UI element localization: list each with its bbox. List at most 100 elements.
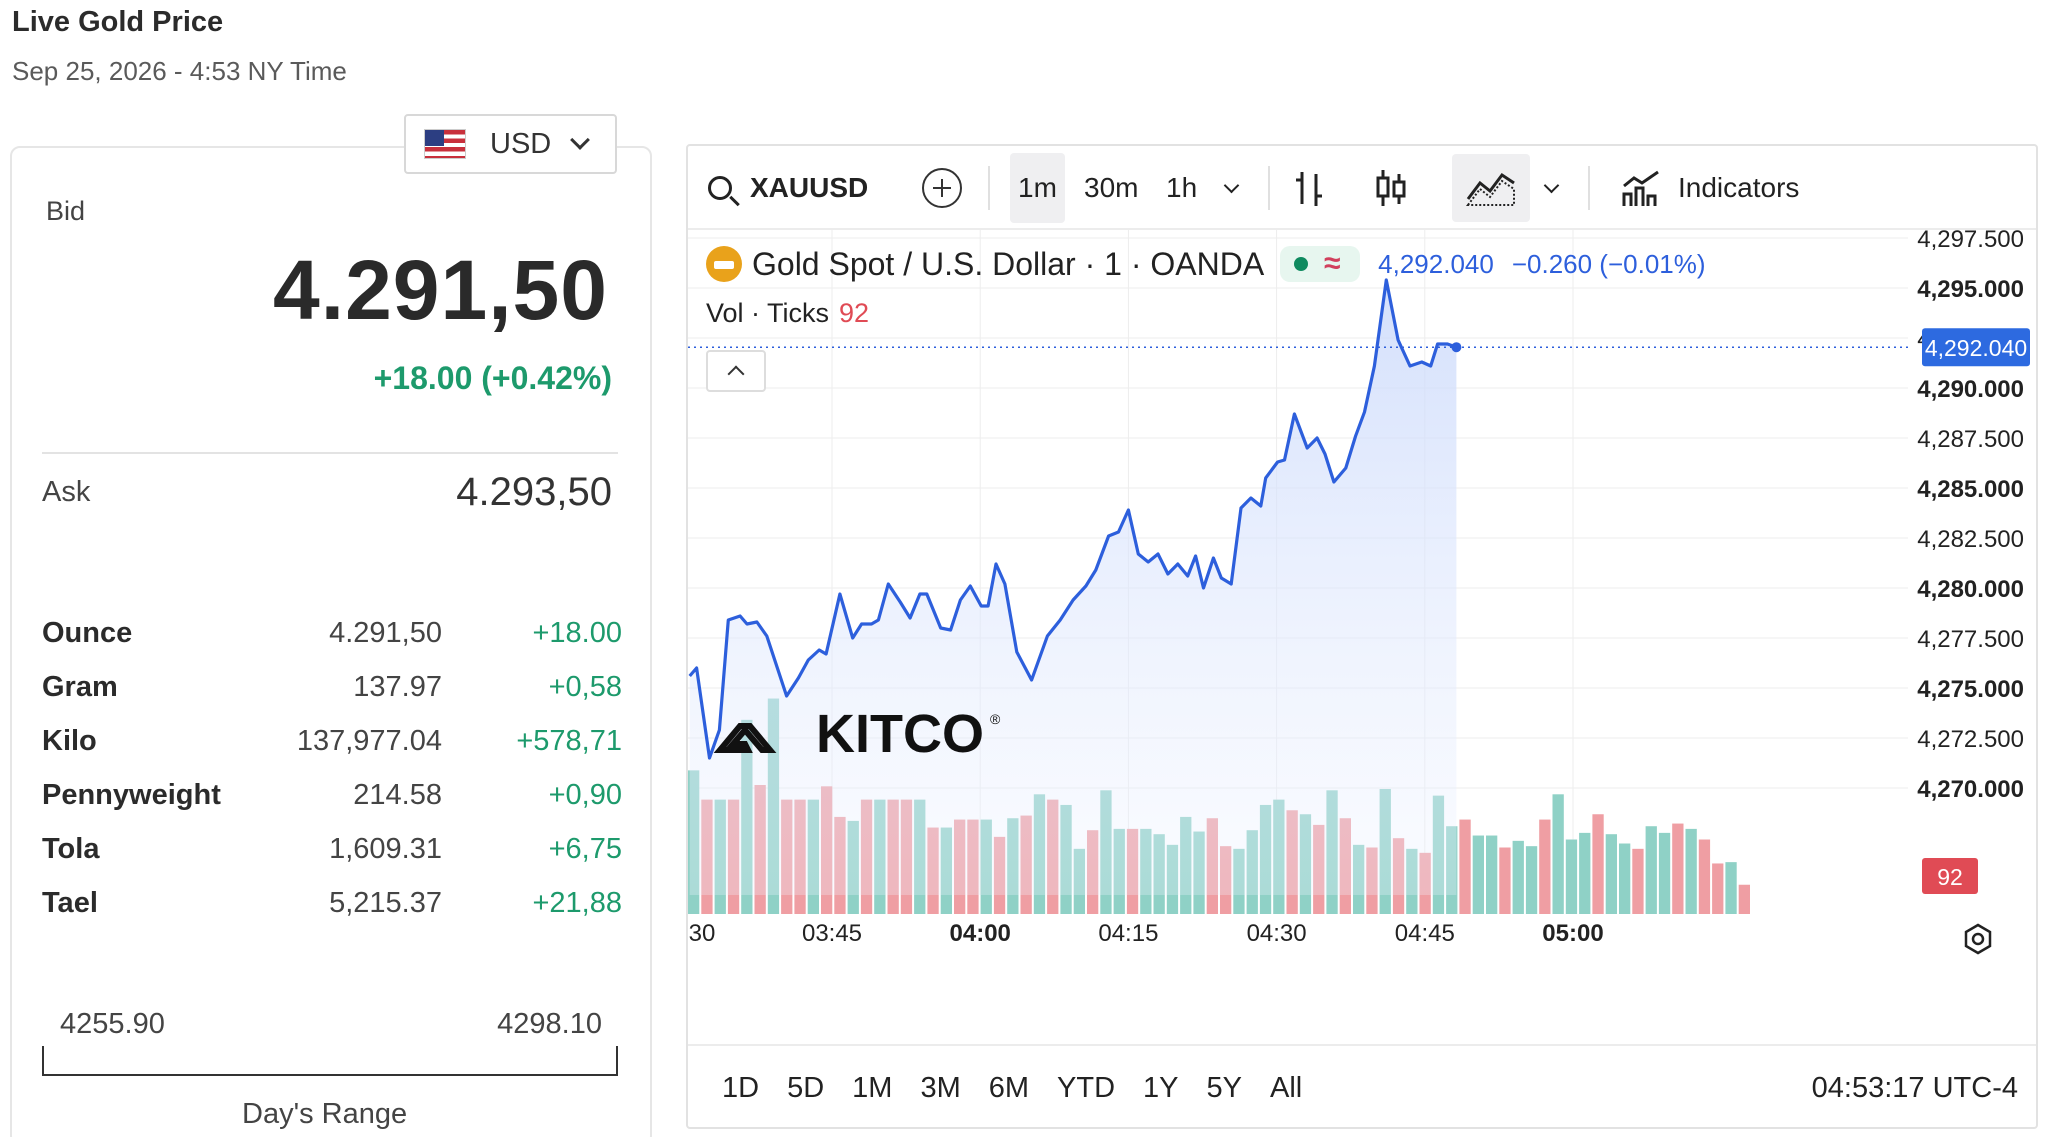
y-axis-tick-label: 4,285.000: [1917, 476, 2024, 503]
y-axis-tick-label: 4,270.000: [1917, 776, 2024, 803]
day-range-high: 4298.10: [497, 1008, 602, 1040]
volume-bar: [1512, 840, 1524, 914]
kitco-wordmark: KITCO: [816, 704, 984, 764]
volume-bar: [1698, 839, 1711, 914]
volume-bar: [1592, 814, 1604, 914]
chart-toolbar: XAUUSD 1m 30m 1h: [688, 146, 2036, 230]
range-buttons: 1D 5D 1M 3M 6M YTD 1Y 5Y All: [708, 1064, 1316, 1112]
price-area: [689, 280, 1457, 895]
chevron-up-icon: [727, 365, 745, 383]
wave-icon: ≈: [1324, 247, 1341, 280]
volume-bar: [1738, 884, 1750, 914]
legend-last-price: 4,292.040: [1378, 248, 1494, 279]
unit-value: 214.58: [353, 778, 442, 811]
unit-value: 137.97: [353, 670, 442, 703]
unit-name: Ounce: [42, 616, 133, 649]
x-axis-tick-label: 03:45: [802, 920, 862, 947]
volume-bar: [1539, 819, 1551, 914]
volume-bar: [1645, 826, 1657, 914]
volume-tag-label: 92: [1937, 864, 1963, 890]
price-chart[interactable]: KITCO®4,297.5004,295.0004,292.5004,290.0…: [688, 230, 2038, 1044]
indicators-label: Indicators: [1678, 172, 1800, 203]
range-5y[interactable]: 5Y: [1206, 1072, 1243, 1104]
bars-icon: [1296, 172, 1322, 206]
chart-widget: XAUUSD 1m 30m 1h: [686, 144, 2038, 1129]
bid-price: 4.291,50: [273, 243, 608, 337]
chevron-down-icon: [1223, 177, 1240, 193]
chart-clock[interactable]: 04:53:17 UTC-4: [1811, 1072, 2018, 1104]
unit-name: Kilo: [42, 724, 97, 757]
volume-bar: [1499, 847, 1511, 914]
unit-name: Tael: [42, 886, 98, 919]
compare-button[interactable]: [922, 146, 962, 230]
volume-bar: [1459, 819, 1471, 914]
bid-change: +18.00 (+0.42%): [373, 360, 612, 396]
search-icon: [708, 176, 732, 200]
range-all[interactable]: All: [1270, 1072, 1303, 1104]
volume-bar: [1725, 862, 1737, 914]
page-title: Live Gold Price: [12, 6, 224, 38]
unit-row-gram: Gram 137.97 +0,58: [42, 660, 622, 714]
registered-mark: ®: [990, 711, 1001, 727]
timeframe-1m[interactable]: 1m: [1010, 153, 1065, 223]
y-axis-tick-label: 4,277.500: [1917, 626, 2024, 653]
market-status-pill: ≈: [1280, 246, 1361, 282]
y-axis-tick-label: 4,272.500: [1917, 726, 2024, 753]
symbol-label: XAUUSD: [750, 172, 869, 203]
unit-name: Pennyweight: [42, 778, 221, 811]
unit-change: +6,75: [548, 832, 622, 865]
candles-icon: [1376, 170, 1406, 206]
unit-value: 4.291,50: [329, 616, 442, 649]
volume-label: Vol · Ticks: [706, 298, 830, 328]
kitco-watermark: KITCO ®: [713, 704, 1001, 764]
range-5d[interactable]: 5D: [787, 1072, 825, 1104]
collapse-legend-button[interactable]: [706, 350, 766, 392]
unit-row-ounce: Ounce 4.291,50 +18.00: [42, 606, 622, 660]
ask-label: Ask: [42, 476, 91, 508]
volume-bar: [1672, 823, 1684, 914]
timeframe-1h[interactable]: 1h: [1166, 172, 1198, 203]
volume-bar: [1685, 828, 1697, 914]
volume-bar: [1565, 839, 1578, 914]
x-axis-tick-label: 30: [689, 920, 716, 947]
y-axis-tick-label: 4,287.500: [1917, 426, 2024, 453]
volume-tag: [1922, 858, 1978, 894]
unit-change: +0,58: [548, 670, 622, 703]
unit-row-tael: Tael 5,215.37 +21,88: [42, 876, 622, 930]
indicators-button[interactable]: Indicators: [1620, 146, 1799, 230]
range-1y[interactable]: 1Y: [1143, 1072, 1179, 1104]
timeframe-30m[interactable]: 30m: [1084, 172, 1139, 203]
settings-icon[interactable]: [1964, 923, 1992, 955]
market-open-indicator: [1294, 257, 1309, 271]
bar-chart-type-button[interactable]: [1292, 146, 1326, 230]
x-axis-tick-label: 04:15: [1098, 920, 1158, 947]
symbol-search[interactable]: XAUUSD: [708, 146, 868, 230]
area-chart-type-button[interactable]: [1452, 154, 1530, 222]
unit-value: 5,215.37: [329, 886, 442, 919]
day-range-low: 4255.90: [60, 1008, 165, 1040]
range-ytd[interactable]: YTD: [1057, 1072, 1116, 1104]
unit-value: 1,609.31: [329, 832, 442, 865]
x-axis-tick-label: 05:00: [1542, 920, 1603, 947]
currency-label: USD: [490, 127, 552, 160]
volume-value: 92: [839, 298, 870, 328]
volume-legend: Vol · Ticks 92: [706, 298, 869, 329]
volume-bar: [1658, 832, 1671, 914]
unit-name: Gram: [42, 670, 118, 703]
volume-bar: [1712, 863, 1724, 914]
kitco-logo-icon: [713, 723, 777, 753]
chart-legend: Gold Spot / U.S. Dollar · 1 · OANDA ≈ 4,…: [706, 242, 1706, 286]
currency-selector[interactable]: USD: [404, 114, 617, 174]
legend-change: −0.260 (−0.01%): [1511, 248, 1706, 279]
divider: [42, 452, 618, 454]
y-axis-tick-label: 4,297.500: [1917, 230, 2024, 253]
timeframe-dropdown[interactable]: [1223, 146, 1240, 230]
range-6m[interactable]: 6M: [988, 1072, 1030, 1104]
range-1m[interactable]: 1M: [852, 1072, 893, 1104]
unit-change: +18.00: [532, 616, 622, 649]
chart-type-dropdown[interactable]: [1543, 146, 1560, 230]
range-3m[interactable]: 3M: [920, 1072, 961, 1104]
candle-chart-type-button[interactable]: [1374, 146, 1408, 230]
range-1d[interactable]: 1D: [722, 1072, 760, 1104]
price-line: [688, 278, 1457, 760]
